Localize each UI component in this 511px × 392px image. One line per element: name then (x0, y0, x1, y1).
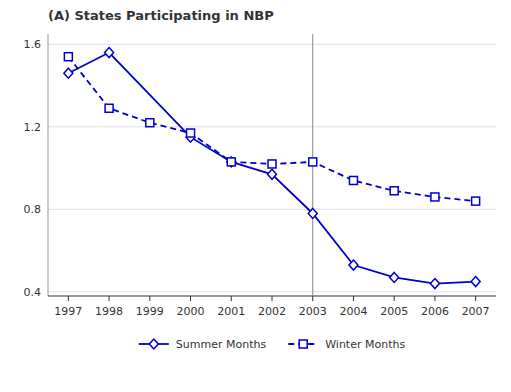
x-tick-label: 2005 (380, 305, 408, 318)
point (227, 157, 236, 167)
point (187, 129, 195, 137)
page: {"chart_data": {"type": "line", "title":… (0, 0, 511, 392)
legend: Summer Months Winter Months (139, 338, 406, 351)
point (430, 279, 439, 289)
x-tick (68, 296, 69, 301)
point (268, 169, 277, 179)
x-tick (231, 296, 232, 301)
x-tick (394, 296, 395, 301)
point (472, 197, 480, 205)
grid-line (48, 209, 496, 210)
x-tick (109, 296, 110, 301)
y-tick-label: 0.4 (24, 286, 42, 299)
point (105, 48, 114, 58)
x-tick (434, 296, 435, 301)
x-tick (353, 296, 354, 301)
point (471, 277, 480, 287)
point (146, 119, 154, 127)
point (390, 187, 398, 195)
legend-item: Winter Months (288, 338, 405, 351)
legend-item: Summer Months (139, 338, 267, 351)
x-tick (312, 296, 313, 301)
point (349, 260, 358, 270)
point (431, 193, 439, 201)
x-tick-label: 2000 (177, 305, 205, 318)
y-axis (48, 34, 49, 296)
x-tick-label: 2006 (421, 305, 449, 318)
y-tick-label: 0.8 (24, 203, 42, 216)
x-tick-label: 1998 (95, 305, 123, 318)
title: (A) States Participating in NBP (48, 8, 274, 23)
legend-marker (299, 340, 307, 348)
point (309, 158, 317, 166)
x-tick-label: 2007 (462, 305, 490, 318)
x-tick (475, 296, 476, 301)
y-tick-label: 1.6 (24, 38, 42, 51)
grid-line (48, 126, 496, 127)
point (268, 160, 276, 168)
series (64, 48, 480, 289)
point (105, 104, 113, 112)
grid-line (48, 44, 496, 45)
point (64, 68, 73, 78)
grid (48, 44, 496, 292)
x-tick (190, 296, 191, 301)
point (390, 272, 399, 282)
legend-marker (149, 339, 158, 349)
legend-label: Summer Months (176, 338, 267, 351)
x-tick-label: 1999 (136, 305, 164, 318)
series (64, 53, 479, 205)
series-line (68, 53, 475, 284)
x-tick-label: 2003 (299, 305, 327, 318)
point (64, 53, 72, 61)
x-tick-label: 2002 (258, 305, 286, 318)
y-tick-label: 1.2 (24, 121, 42, 134)
x-tick (149, 296, 150, 301)
x-tick-label: 1997 (54, 305, 82, 318)
chart: (A) States Participating in NBP 0.4 0.8 1.2… (0, 0, 511, 392)
plot-area (64, 34, 480, 296)
x-tick (272, 296, 273, 301)
point (308, 208, 317, 218)
point (227, 158, 235, 166)
legend-label: Winter Months (325, 338, 405, 351)
grid-line (48, 291, 496, 292)
point (349, 176, 357, 184)
x-tick-label: 2004 (339, 305, 367, 318)
series-line (68, 57, 475, 201)
x-tick-label: 2001 (217, 305, 245, 318)
